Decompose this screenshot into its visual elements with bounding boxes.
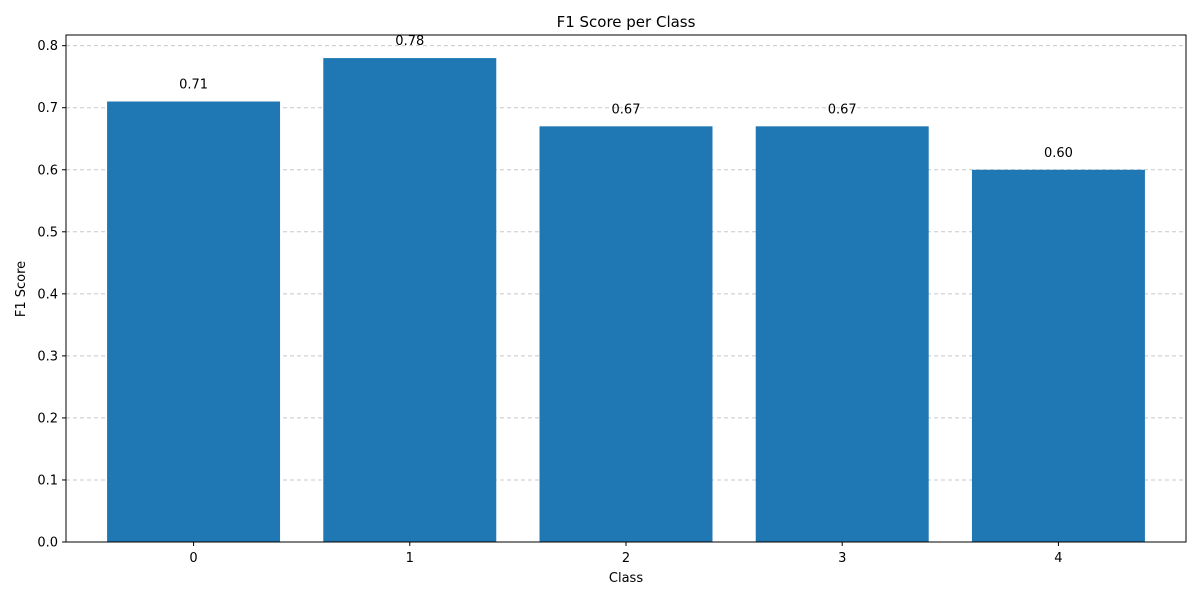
bar-class-3 <box>755 126 929 542</box>
data-label-class-0: 0.71 <box>179 78 208 93</box>
x-tick-label-4: 4 <box>1054 551 1062 566</box>
y-tick-label-5: 0.5 <box>37 225 58 240</box>
x-tick-label-0: 0 <box>189 551 197 566</box>
bar-class-4 <box>971 169 1145 543</box>
x-tick-label-1: 1 <box>406 551 414 566</box>
y-tick-label-2: 0.2 <box>37 411 58 426</box>
data-label-class-2: 0.67 <box>612 102 641 117</box>
y-axis-label: F1 Score <box>14 261 29 317</box>
x-tick-label-3: 3 <box>838 551 846 566</box>
y-tick-label-4: 0.4 <box>37 287 58 302</box>
y-tick-label-7: 0.7 <box>37 101 58 116</box>
chart-title: F1 Score per Class <box>557 13 696 31</box>
y-tick-label-3: 0.3 <box>37 349 58 364</box>
y-ticks: 0.0 0.1 0.2 0.3 0.4 0.5 0.6 0.7 0.8 <box>37 39 66 551</box>
data-label-class-3: 0.67 <box>828 102 857 117</box>
y-tick-label-8: 0.8 <box>37 39 58 54</box>
y-tick-label-6: 0.6 <box>37 163 58 178</box>
bars <box>107 58 1145 543</box>
bar-class-0 <box>107 101 281 542</box>
x-tick-label-2: 2 <box>622 551 630 566</box>
bar-class-1 <box>323 58 497 543</box>
x-ticks: 0 1 2 3 4 <box>189 542 1063 566</box>
x-axis-label: Class <box>609 571 643 586</box>
y-tick-label-0: 0.0 <box>37 536 58 551</box>
bar-class-2 <box>539 126 713 542</box>
data-labels: 0.71 0.78 0.67 0.67 0.60 <box>179 34 1073 161</box>
y-tick-label-1: 0.1 <box>37 473 58 488</box>
data-label-class-1: 0.78 <box>395 34 424 49</box>
data-label-class-4: 0.60 <box>1044 146 1073 161</box>
